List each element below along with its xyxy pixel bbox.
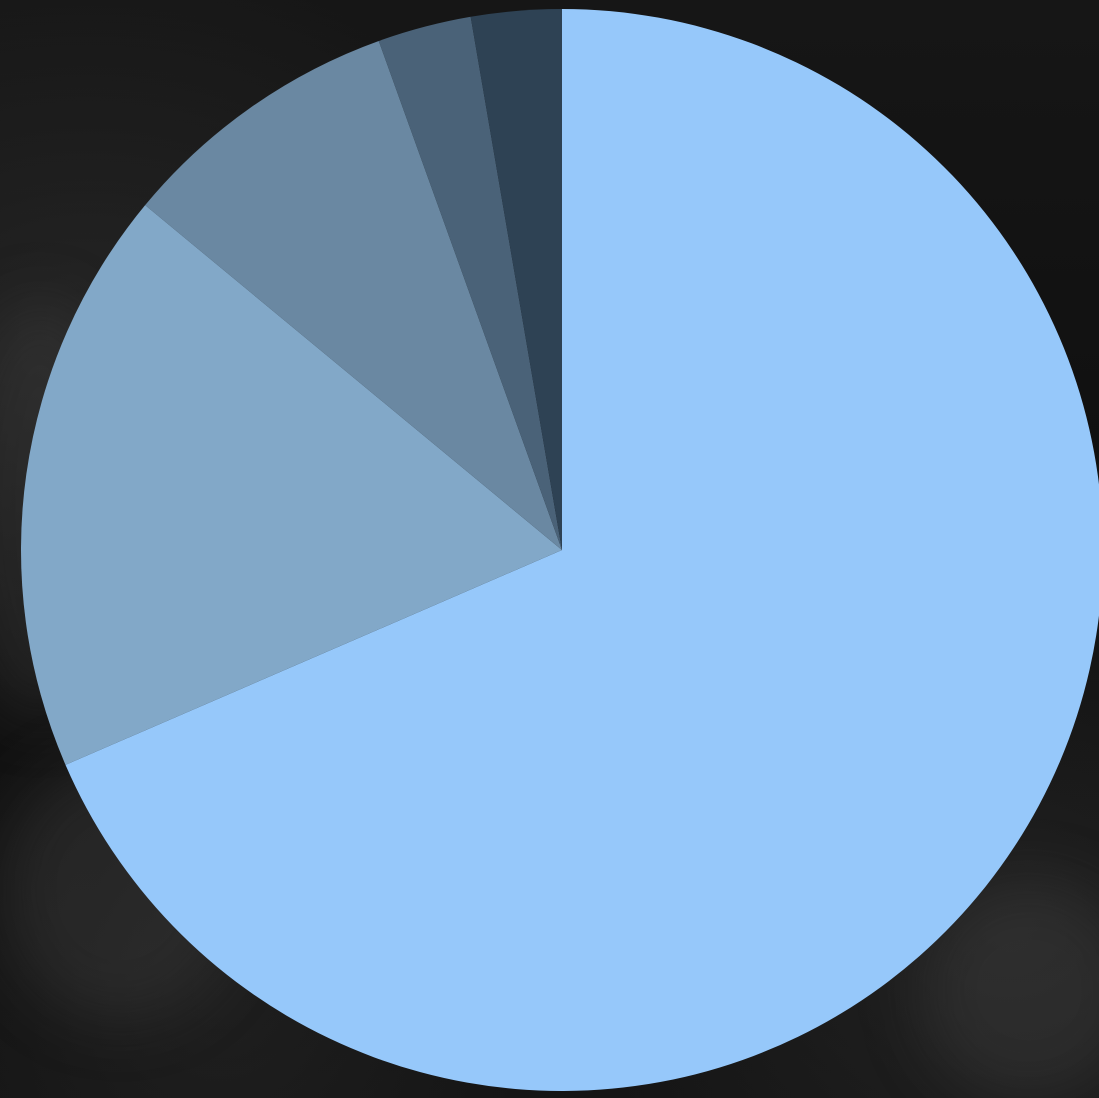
pie-slice-1: [65, 9, 1099, 1091]
pie-slice-3: [145, 40, 562, 550]
pie-slice-2: [20, 205, 562, 765]
pie-slice-4: [378, 16, 562, 550]
pie-slices: [20, 9, 1099, 1091]
pie-slice-5: [470, 9, 562, 550]
